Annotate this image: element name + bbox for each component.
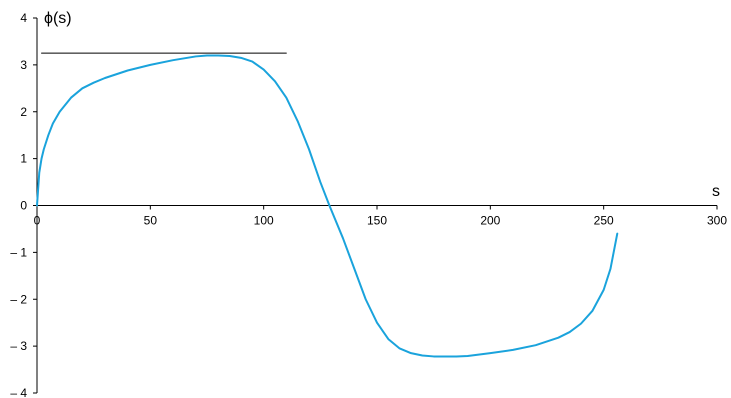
y-tick-label: – 1: [10, 245, 27, 259]
y-tick-label: – 2: [10, 292, 27, 306]
x-tick-label: 250: [594, 214, 614, 228]
x-tick-label: 300: [707, 214, 727, 228]
x-tick-label: 50: [144, 214, 158, 228]
y-tick-label: 2: [20, 105, 27, 119]
x-tick-label: 100: [254, 214, 274, 228]
y-tick-label: 0: [20, 199, 27, 213]
series-group: [36, 52, 619, 358]
x-tick-label: 150: [367, 214, 387, 228]
y-tick-label: 1: [20, 152, 27, 166]
y-tick-label: 3: [20, 58, 27, 72]
ticks: 0 50 100 150 200 250 300 4 3 2 1 0 – 1 – 2 – 3 – 4: [10, 11, 727, 398]
x-axis-label: s: [712, 183, 720, 200]
y-tick-label: – 4: [10, 386, 27, 398]
y-axis-label: ϕ(s): [44, 10, 72, 27]
y-tick-label: 4: [20, 11, 27, 25]
phi-curve-line: [36, 54, 619, 358]
x-tick-label: 0: [34, 214, 41, 228]
y-tick-label: – 3: [10, 339, 27, 353]
x-tick-label: 200: [480, 214, 500, 228]
